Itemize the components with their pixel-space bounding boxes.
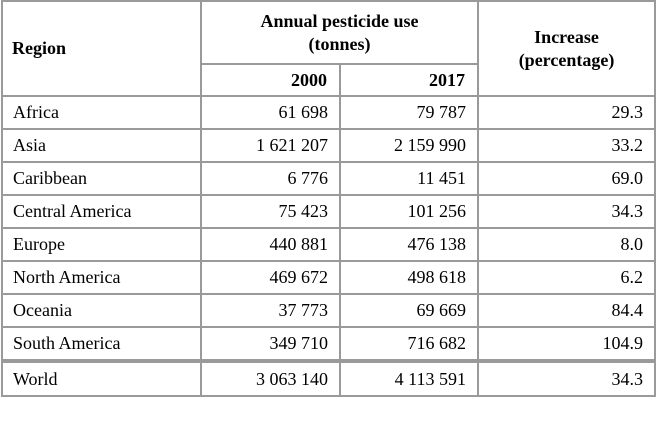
annual-use-header: Annual pesticide use (tonnes): [200, 0, 479, 65]
value-2000-cell: 349 710: [200, 326, 341, 362]
value-2017-cell: 2 159 990: [339, 128, 479, 163]
region-cell: Europe: [1, 227, 202, 262]
value-2017-cell: 498 618: [339, 260, 479, 295]
year-2017-header: 2017: [339, 63, 479, 97]
value-2017-cell: 716 682: [339, 326, 479, 362]
region-cell: North America: [1, 260, 202, 295]
increase-header-line2: (percentage): [518, 49, 615, 70]
increase-cell: 84.4: [477, 293, 656, 328]
value-2017-cell: 69 669: [339, 293, 479, 328]
value-2000-cell: 75 423: [200, 194, 341, 229]
world-region-cell: World: [1, 359, 202, 397]
increase-cell: 69.0: [477, 161, 656, 196]
year-2000-header: 2000: [200, 63, 341, 97]
value-2000-cell: 440 881: [200, 227, 341, 262]
region-cell: Oceania: [1, 293, 202, 328]
table-row: Asia 1 621 207 2 159 990 33.2: [1, 128, 656, 163]
value-2000-cell: 6 776: [200, 161, 341, 196]
world-2000-cell: 3 063 140: [200, 359, 341, 397]
header-row: Region Annual pesticide use (tonnes) Inc…: [1, 0, 656, 97]
annual-use-header-line2: (tonnes): [308, 33, 371, 54]
table-row: Central America 75 423 101 256 34.3: [1, 194, 656, 229]
value-2017-cell: 101 256: [339, 194, 479, 229]
table-row: Oceania 37 773 69 669 84.4: [1, 293, 656, 328]
region-cell: Central America: [1, 194, 202, 229]
region-cell: Caribbean: [1, 161, 202, 196]
region-header: Region: [1, 0, 202, 97]
value-2000-cell: 37 773: [200, 293, 341, 328]
value-2017-cell: 79 787: [339, 95, 479, 130]
value-2000-cell: 1 621 207: [200, 128, 341, 163]
increase-cell: 8.0: [477, 227, 656, 262]
increase-cell: 34.3: [477, 194, 656, 229]
region-cell: Africa: [1, 95, 202, 130]
table-row: South America 349 710 716 682 104.9: [1, 326, 656, 362]
increase-cell: 33.2: [477, 128, 656, 163]
annual-use-header-line1: Annual pesticide use: [260, 10, 419, 31]
table-row: Africa 61 698 79 787 29.3: [1, 95, 656, 130]
value-2000-cell: 61 698: [200, 95, 341, 130]
year-header-row: 2000 2017: [2, 63, 655, 97]
table-row: North America 469 672 498 618 6.2: [1, 260, 656, 295]
world-increase-cell: 34.3: [477, 359, 656, 397]
increase-header: Increase (percentage): [477, 0, 656, 97]
world-2017-cell: 4 113 591: [339, 359, 479, 397]
increase-cell: 29.3: [477, 95, 656, 130]
world-total-row: World 3 063 140 4 113 591 34.3: [1, 359, 656, 397]
pesticide-use-table: Region Annual pesticide use (tonnes) Inc…: [1, 0, 656, 397]
region-cell: Asia: [1, 128, 202, 163]
table-row: Caribbean 6 776 11 451 69.0: [1, 161, 656, 196]
value-2017-cell: 11 451: [339, 161, 479, 196]
region-cell: South America: [1, 326, 202, 362]
increase-cell: 104.9: [477, 326, 656, 362]
increase-cell: 6.2: [477, 260, 656, 295]
value-2000-cell: 469 672: [200, 260, 341, 295]
value-2017-cell: 476 138: [339, 227, 479, 262]
table-row: Europe 440 881 476 138 8.0: [1, 227, 656, 262]
increase-header-line1: Increase: [534, 26, 599, 47]
